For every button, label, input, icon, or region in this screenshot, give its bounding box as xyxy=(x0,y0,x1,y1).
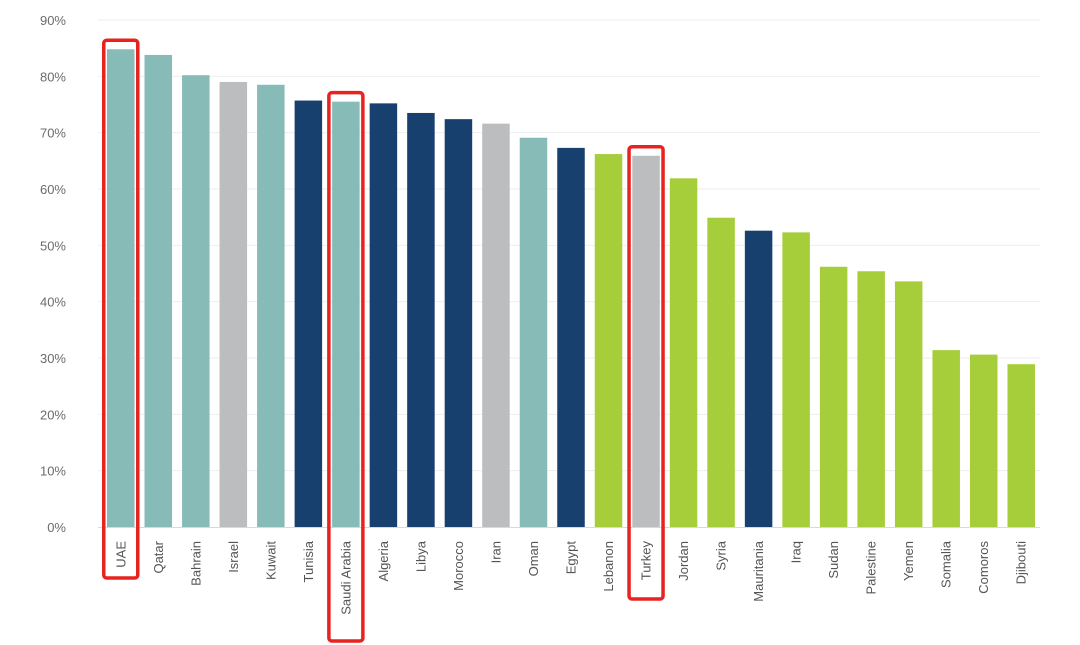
bar-iraq xyxy=(782,232,810,527)
x-axis: UAE Qatar Bahrain Israel Kuwait Tunisia Saudi … xyxy=(113,540,1028,615)
bar-bahrain xyxy=(182,75,210,528)
bar-comoros xyxy=(969,354,998,527)
bar-djibouti xyxy=(1007,364,1035,527)
x-tick-label: Israel xyxy=(226,541,241,573)
y-axis: 0% 10% 20% 30% 40% 50% 60% 70% 80% 90% xyxy=(40,13,66,535)
y-tick-label: 80% xyxy=(40,69,66,84)
bar-egypt xyxy=(557,147,585,527)
x-tick-label: Bahrain xyxy=(188,541,203,586)
highlight-box-turkey xyxy=(627,145,665,601)
x-tick-label: Libya xyxy=(413,540,428,572)
x-tick-label: Comoros xyxy=(976,541,991,594)
x-tick-label: Somalia xyxy=(939,540,954,588)
bar-uae xyxy=(107,49,135,527)
y-tick-label: 90% xyxy=(40,13,66,28)
x-tick-label: Yemen xyxy=(901,541,916,581)
x-tick-label: Syria xyxy=(714,540,729,570)
bar-yemen xyxy=(894,281,923,527)
bar-libya xyxy=(407,112,435,527)
y-tick-label: 50% xyxy=(40,238,66,253)
x-tick-label: Algeria xyxy=(376,540,391,581)
bar-palestine xyxy=(857,271,885,527)
y-tick-label: 30% xyxy=(40,351,66,366)
highlight-box-uae xyxy=(102,38,140,580)
bar-lebanon xyxy=(594,154,623,527)
highlight-boxes xyxy=(102,38,665,643)
bar-turkey xyxy=(632,155,660,527)
x-tick-label: Iraq xyxy=(789,541,804,563)
x-tick-label: Jordan xyxy=(676,541,691,581)
y-tick-label: 40% xyxy=(40,295,66,310)
bar-oman xyxy=(519,137,548,528)
bar-kuwait xyxy=(257,84,285,527)
bar-morocco xyxy=(444,119,473,528)
y-tick-label: 70% xyxy=(40,126,66,141)
bar-jordan xyxy=(669,178,698,528)
bar-israel xyxy=(219,81,248,527)
x-tick-label: Egypt xyxy=(564,541,579,575)
x-tick-label: Tunisia xyxy=(301,540,316,582)
y-tick-label: 0% xyxy=(47,520,66,535)
bar-syria xyxy=(707,217,735,528)
x-tick-label: Qatar xyxy=(151,540,166,573)
x-tick-label: Mauritania xyxy=(751,540,766,601)
x-tick-label: Iran xyxy=(488,541,503,563)
bar-tunisia xyxy=(294,100,323,527)
x-tick-label: Morocco xyxy=(451,541,466,591)
bar-iran xyxy=(482,123,510,528)
x-tick-label: Palestine xyxy=(864,541,879,594)
x-tick-label: UAE xyxy=(113,541,128,568)
y-tick-label: 60% xyxy=(40,182,66,197)
x-tick-label: Kuwait xyxy=(263,541,278,580)
bars xyxy=(107,49,1035,528)
bar-qatar xyxy=(144,54,173,528)
x-tick-label: Djibouti xyxy=(1014,541,1029,584)
bar-sudan xyxy=(819,266,848,527)
y-tick-label: 10% xyxy=(40,464,66,479)
x-tick-label: Oman xyxy=(526,541,541,576)
highlight-box-saudi-arabia xyxy=(327,90,365,643)
x-tick-label: Sudan xyxy=(826,541,841,579)
y-tick-label: 20% xyxy=(40,407,66,422)
x-tick-label: Lebanon xyxy=(601,541,616,592)
bar-saudi-arabia xyxy=(332,101,360,528)
x-tick-label: Saudi Arabia xyxy=(338,540,353,614)
bar-somalia xyxy=(932,350,960,527)
x-tick-label: Turkey xyxy=(639,541,654,581)
bar-algeria xyxy=(369,103,398,528)
bar-mauritania xyxy=(744,230,773,527)
